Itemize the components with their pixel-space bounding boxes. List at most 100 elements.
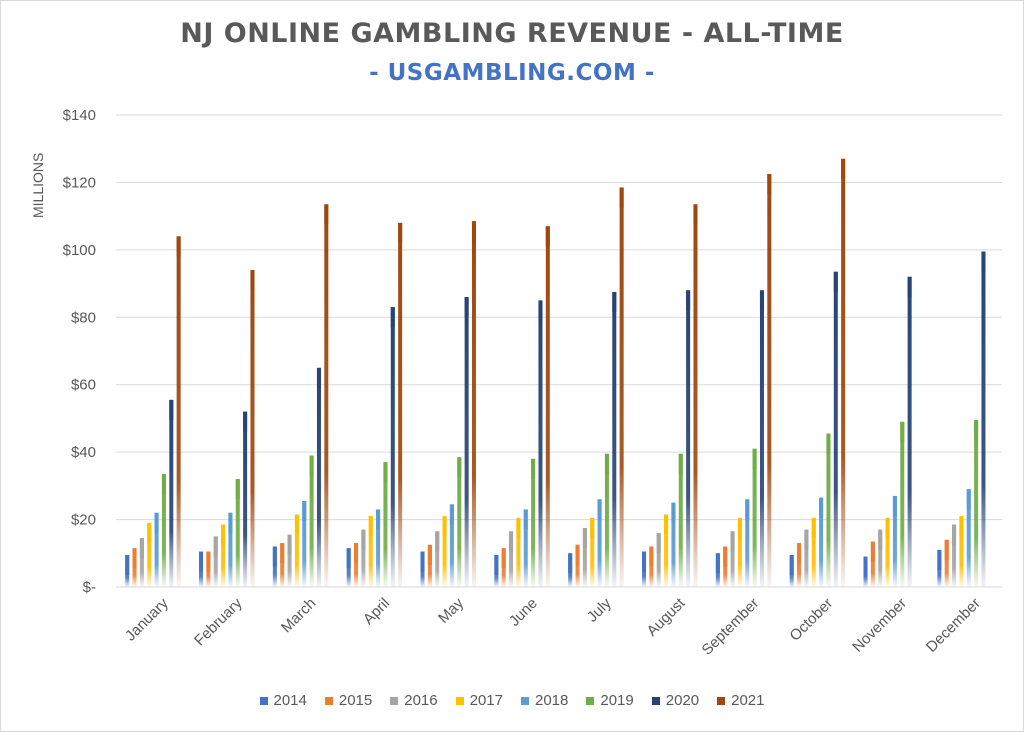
- bar-top-2021-july: [619, 187, 624, 208]
- bar-top-2020-january: [169, 399, 174, 420]
- legend-label: 2020: [665, 692, 700, 709]
- bar-top-2014-september: [715, 553, 720, 574]
- bar-2021-april: [398, 222, 403, 587]
- bar-2021-february: [250, 270, 255, 587]
- y-tick-label: $120: [63, 174, 96, 191]
- bar-top-2018-october: [819, 497, 824, 518]
- bar-top-2014-january: [125, 554, 130, 575]
- bar-2017-january: [147, 522, 152, 587]
- bar-top-2020-march: [316, 367, 321, 388]
- bar-2019-august: [678, 453, 683, 587]
- bar-top-2021-january: [176, 236, 181, 257]
- bar-2016-february: [213, 536, 218, 587]
- bar-top-2017-october: [811, 517, 816, 538]
- bar-2017-june: [516, 517, 521, 587]
- bar-2021-august: [693, 204, 698, 587]
- legend-item-2019: 2019: [586, 692, 634, 709]
- legend-swatch: [717, 696, 726, 705]
- bar-2020-june: [538, 300, 543, 587]
- bar-2016-january: [139, 538, 144, 587]
- legend-swatch: [455, 696, 464, 705]
- bar-2016-may: [435, 531, 440, 587]
- bar-top-2014-july: [568, 553, 573, 574]
- legend-swatch: [586, 696, 595, 705]
- bar-2021-september: [767, 174, 772, 587]
- bar-2016-september: [730, 531, 735, 587]
- bar-top-2015-july: [575, 544, 580, 565]
- bar-top-2019-march: [309, 455, 314, 476]
- bar-top-2014-march: [272, 546, 277, 567]
- y-tick-label: $80: [71, 309, 96, 326]
- bar-top-2020-may: [464, 297, 469, 318]
- bar-2015-october: [797, 543, 802, 587]
- bar-top-2014-february: [199, 551, 204, 572]
- bar-2020-october: [833, 271, 838, 587]
- bar-top-2018-march: [302, 501, 307, 522]
- bar-top-2015-april: [354, 543, 359, 564]
- bar-top-2016-february: [213, 536, 218, 557]
- bar-2017-december: [959, 516, 964, 587]
- bar-top-2018-august: [671, 502, 676, 523]
- legend-item-2018: 2018: [521, 692, 568, 709]
- bar-2015-july: [575, 544, 580, 587]
- bar-top-2016-december: [952, 524, 957, 545]
- bar-2021-march: [324, 204, 329, 587]
- legend-item-2015: 2015: [324, 692, 373, 709]
- bar-top-2016-may: [435, 531, 440, 552]
- bar-2020-july: [612, 292, 617, 587]
- legend-label: 2019: [600, 692, 634, 709]
- legend-label: 2021: [731, 692, 765, 709]
- bar-2017-november: [885, 517, 890, 587]
- bar-top-2015-september: [723, 546, 728, 567]
- bar-2021-january: [176, 236, 181, 587]
- legend-swatch: [390, 696, 399, 705]
- bar-2019-january: [161, 474, 166, 587]
- legend-label: 2017: [469, 692, 503, 709]
- y-tick-label: $20: [71, 512, 96, 529]
- bar-top-2016-november: [878, 529, 883, 550]
- bar-top-2015-november: [870, 541, 875, 562]
- bar-top-2018-may: [449, 504, 454, 525]
- bar-top-2019-december: [974, 420, 979, 441]
- bar-2017-february: [221, 524, 226, 587]
- bar-2019-september: [752, 448, 757, 587]
- bar-top-2019-july: [604, 453, 609, 474]
- bar-top-2017-january: [147, 522, 152, 543]
- y-tick-label: $60: [71, 377, 96, 394]
- bar-top-2016-march: [287, 534, 292, 555]
- bar-2016-april: [361, 529, 366, 587]
- x-tick-label: September: [699, 595, 763, 659]
- bar-top-2014-november: [863, 556, 868, 577]
- chart-subtitle: - USGAMBLING.COM -: [369, 60, 655, 86]
- bar-2020-april: [390, 307, 395, 587]
- x-tick-label: November: [849, 595, 910, 656]
- bar-2020-january: [169, 399, 174, 587]
- bar-top-2016-september: [730, 531, 735, 552]
- legend-swatch: [651, 696, 660, 705]
- bar-top-2019-august: [678, 453, 683, 474]
- bar-2016-november: [878, 529, 883, 587]
- bar-2015-april: [354, 543, 359, 587]
- legend-swatch: [521, 696, 529, 705]
- bar-top-2020-december: [981, 251, 986, 272]
- bar-2018-august: [671, 502, 676, 587]
- bar-2015-august: [649, 546, 654, 587]
- bar-top-2017-may: [442, 516, 447, 537]
- bar-top-2021-april: [398, 222, 403, 243]
- legend-item-2016: 2016: [390, 692, 438, 709]
- bar-top-2018-september: [745, 499, 750, 520]
- bar-2020-november: [907, 276, 912, 587]
- legend-label: 2015: [338, 692, 373, 709]
- bar-2018-december: [966, 489, 971, 587]
- bar-top-2015-october: [797, 543, 802, 564]
- bar-top-2018-november: [892, 495, 897, 516]
- bar-top-2016-june: [509, 531, 514, 552]
- bar-top-2019-november: [900, 421, 905, 442]
- y-tick-label: $40: [71, 444, 96, 461]
- bar-2020-may: [464, 297, 469, 587]
- bar-top-2016-january: [139, 538, 144, 559]
- bar-top-2017-september: [737, 517, 742, 538]
- bar-2015-december: [944, 539, 949, 587]
- bar-top-2014-october: [789, 554, 794, 575]
